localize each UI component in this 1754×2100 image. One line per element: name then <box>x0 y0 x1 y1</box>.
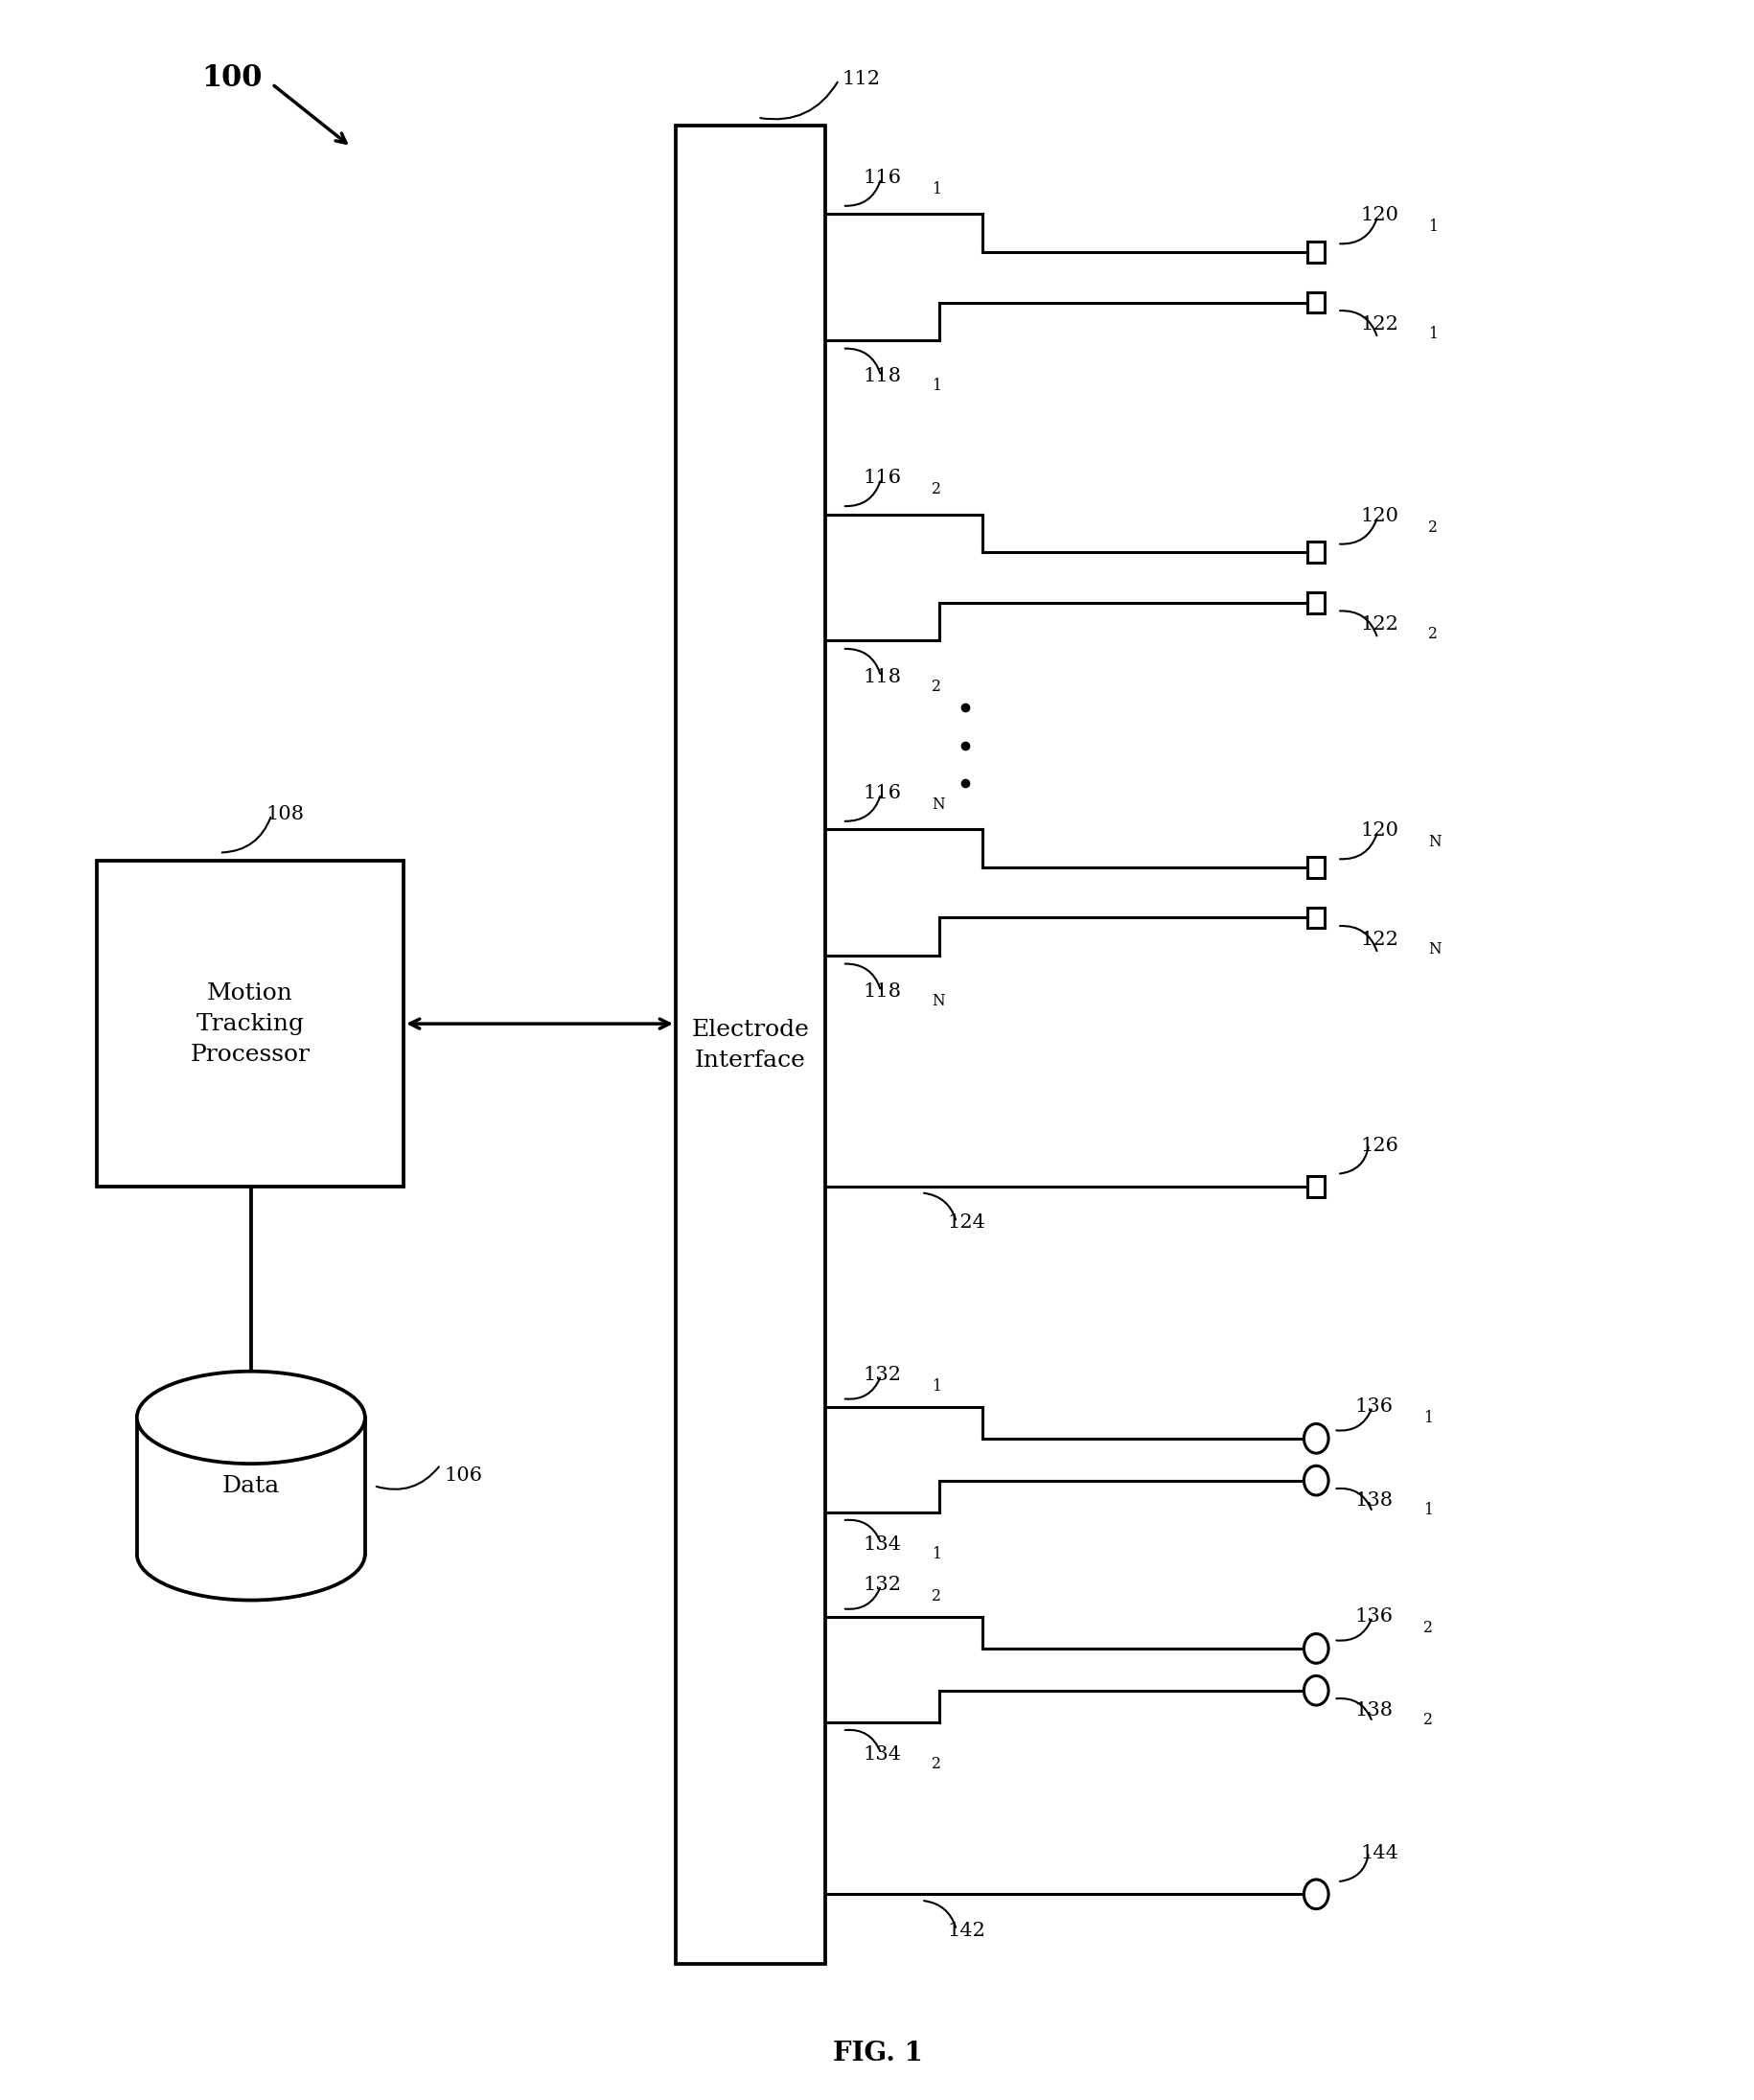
Text: 112: 112 <box>842 69 881 88</box>
Circle shape <box>1303 1424 1328 1453</box>
Text: 100: 100 <box>202 63 263 92</box>
Bar <box>1307 907 1324 928</box>
Text: 1: 1 <box>1428 218 1437 235</box>
Bar <box>96 861 403 1186</box>
Circle shape <box>1303 1880 1328 1909</box>
Text: 126: 126 <box>1359 1136 1398 1155</box>
Text: N: N <box>1428 834 1440 850</box>
Text: Electrode
Interface: Electrode Interface <box>691 1018 809 1071</box>
Text: 106: 106 <box>444 1466 482 1485</box>
Text: 118: 118 <box>863 668 902 687</box>
Text: 2: 2 <box>1428 626 1437 643</box>
Text: 132: 132 <box>863 1365 902 1384</box>
Text: 1: 1 <box>931 1378 940 1394</box>
Text: 1: 1 <box>1422 1501 1431 1518</box>
Circle shape <box>1303 1466 1328 1495</box>
Text: 2: 2 <box>1422 1712 1431 1728</box>
Text: 1: 1 <box>931 378 940 395</box>
Text: 2: 2 <box>1422 1619 1431 1636</box>
Text: 134: 134 <box>863 1745 902 1764</box>
Text: 2: 2 <box>931 1588 940 1604</box>
Text: 122: 122 <box>1359 315 1398 334</box>
Text: 120: 120 <box>1359 506 1398 525</box>
Bar <box>1307 857 1324 878</box>
Text: 136: 136 <box>1354 1397 1393 1415</box>
Bar <box>1307 1176 1324 1197</box>
Text: N: N <box>931 993 944 1010</box>
Text: 118: 118 <box>863 983 902 1002</box>
Text: 132: 132 <box>863 1575 902 1594</box>
Text: 120: 120 <box>1359 821 1398 840</box>
Bar <box>1307 292 1324 313</box>
Text: 1: 1 <box>931 181 940 197</box>
Text: 144: 144 <box>1359 1844 1398 1863</box>
Text: 118: 118 <box>863 367 902 386</box>
Text: 134: 134 <box>863 1535 902 1554</box>
Text: N: N <box>1428 941 1440 958</box>
Text: Data: Data <box>223 1474 279 1497</box>
Text: 122: 122 <box>1359 615 1398 634</box>
Text: 2: 2 <box>931 481 940 498</box>
Text: 138: 138 <box>1354 1701 1393 1720</box>
Bar <box>675 126 824 1964</box>
Text: N: N <box>931 796 944 813</box>
Text: 116: 116 <box>863 168 902 187</box>
Text: 136: 136 <box>1354 1606 1393 1625</box>
Text: FIG. 1: FIG. 1 <box>831 2041 923 2066</box>
Text: 2: 2 <box>931 678 940 695</box>
Bar <box>1307 592 1324 613</box>
Text: 1: 1 <box>931 1546 940 1562</box>
Circle shape <box>1303 1634 1328 1663</box>
Ellipse shape <box>137 1371 365 1464</box>
Text: 1: 1 <box>1422 1409 1431 1426</box>
Text: 142: 142 <box>947 1922 986 1940</box>
Text: 1: 1 <box>1428 326 1437 342</box>
Text: 138: 138 <box>1354 1491 1393 1510</box>
Text: 124: 124 <box>947 1214 986 1233</box>
Bar <box>1307 242 1324 262</box>
Text: 122: 122 <box>1359 930 1398 949</box>
Text: 2: 2 <box>1428 519 1437 536</box>
Text: Motion
Tracking
Processor: Motion Tracking Processor <box>189 983 310 1065</box>
Text: 116: 116 <box>863 783 902 802</box>
Bar <box>1307 542 1324 563</box>
Text: 108: 108 <box>265 804 303 823</box>
Text: 2: 2 <box>931 1756 940 1772</box>
Text: 120: 120 <box>1359 206 1398 225</box>
Circle shape <box>1303 1676 1328 1705</box>
Bar <box>137 1418 365 1554</box>
Text: 116: 116 <box>863 468 902 487</box>
